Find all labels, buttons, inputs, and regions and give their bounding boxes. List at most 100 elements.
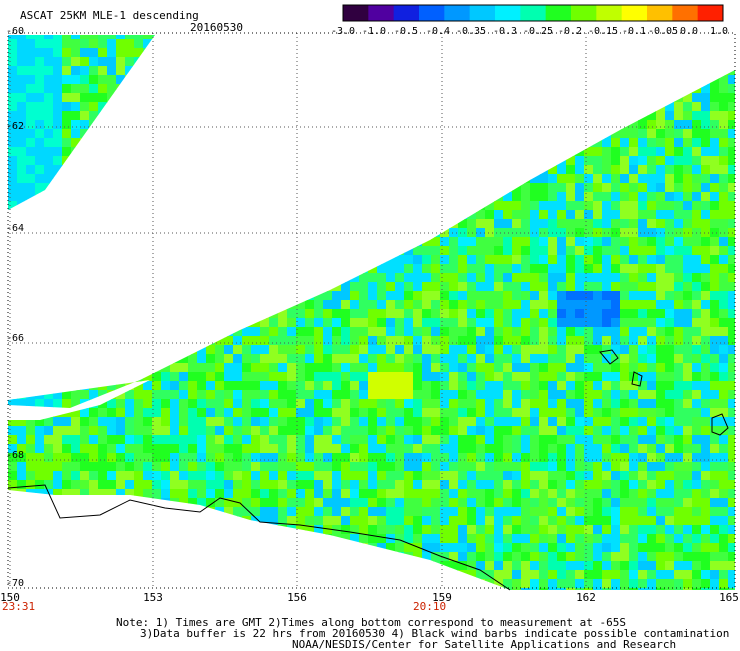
- wind-cell: [602, 291, 612, 301]
- wind-cell: [314, 273, 324, 283]
- wind-cell: [161, 156, 171, 166]
- wind-cell: [494, 309, 504, 319]
- wind-cell: [170, 66, 180, 76]
- wind-cell: [467, 345, 477, 355]
- wind-cell: [422, 561, 432, 571]
- wind-cell: [125, 345, 135, 355]
- wind-cell: [620, 264, 630, 274]
- wind-cell: [341, 66, 351, 76]
- wind-cell: [278, 138, 288, 148]
- wind-cell: [593, 210, 603, 220]
- wind-cell: [179, 516, 189, 526]
- wind-cell: [332, 147, 342, 157]
- wind-cell: [215, 156, 225, 166]
- wind-cell: [530, 462, 540, 472]
- wind-cell: [26, 102, 36, 112]
- wind-cell: [323, 570, 333, 580]
- wind-cell: [296, 390, 306, 400]
- wind-cell: [125, 210, 135, 220]
- wind-cell: [584, 408, 594, 418]
- wind-cell: [17, 318, 27, 328]
- wind-cell: [701, 273, 711, 283]
- wind-cell: [683, 201, 693, 211]
- wind-cell: [593, 120, 603, 130]
- wind-cell: [404, 66, 414, 76]
- wind-cell: [548, 138, 558, 148]
- wind-cell: [656, 444, 666, 454]
- wind-cell: [26, 579, 36, 589]
- wind-cell: [404, 75, 414, 85]
- wind-cell: [593, 570, 603, 580]
- wind-cell: [701, 120, 711, 130]
- wind-cell: [674, 111, 684, 121]
- wind-cell: [62, 462, 72, 472]
- wind-cell: [512, 84, 522, 94]
- wind-cell: [638, 534, 648, 544]
- wind-cell: [134, 570, 144, 580]
- wind-cell: [197, 309, 207, 319]
- wind-cell: [8, 237, 18, 247]
- wind-cell: [674, 516, 684, 526]
- wind-cell: [188, 273, 198, 283]
- wind-cell: [629, 156, 639, 166]
- wind-cell: [485, 381, 495, 391]
- wind-cell: [431, 336, 441, 346]
- wind-cell: [449, 435, 459, 445]
- wind-cell: [53, 35, 63, 40]
- wind-cell: [575, 516, 585, 526]
- wind-cell: [377, 417, 387, 427]
- wind-cell: [656, 525, 666, 535]
- wind-cell: [62, 192, 72, 202]
- wind-cell: [575, 534, 585, 544]
- wind-cell: [494, 399, 504, 409]
- wind-cell: [530, 453, 540, 463]
- wind-cell: [422, 75, 432, 85]
- wind-cell: [566, 498, 576, 508]
- wind-cell: [566, 300, 576, 310]
- wind-cell: [431, 300, 441, 310]
- wind-cell: [53, 66, 63, 76]
- wind-cell: [593, 381, 603, 391]
- wind-cell: [710, 147, 720, 157]
- wind-cell: [314, 48, 324, 58]
- wind-cell: [431, 309, 441, 319]
- wind-cell: [674, 138, 684, 148]
- wind-cell: [341, 435, 351, 445]
- wind-cell: [206, 381, 216, 391]
- wind-cell: [170, 453, 180, 463]
- wind-cell: [530, 570, 540, 580]
- wind-cell: [260, 363, 270, 373]
- wind-cell: [269, 444, 279, 454]
- wind-cell: [467, 165, 477, 175]
- wind-cell: [278, 210, 288, 220]
- wind-cell: [701, 471, 711, 481]
- wind-cell: [476, 66, 486, 76]
- wind-cell: [485, 507, 495, 517]
- wind-cell: [26, 327, 36, 337]
- wind-cell: [170, 318, 180, 328]
- wind-cell: [17, 264, 27, 274]
- wind-cell: [467, 471, 477, 481]
- wind-cell: [503, 435, 513, 445]
- wind-cell: [80, 471, 90, 481]
- wind-cell: [467, 363, 477, 373]
- wind-cell: [701, 255, 711, 265]
- wind-cell: [98, 228, 108, 238]
- wind-cell: [242, 48, 252, 58]
- wind-cell: [566, 138, 576, 148]
- wind-cell: [629, 462, 639, 472]
- wind-cell: [503, 336, 513, 346]
- wind-cell: [260, 561, 270, 571]
- wind-cell: [305, 435, 315, 445]
- wind-cell: [575, 291, 585, 301]
- wind-cell: [629, 147, 639, 157]
- wind-cell: [332, 84, 342, 94]
- wind-cell: [593, 462, 603, 472]
- wind-cell: [179, 561, 189, 571]
- wind-cell: [458, 327, 468, 337]
- wind-cell: [17, 174, 27, 184]
- wind-cell: [701, 75, 711, 85]
- wind-cell: [413, 111, 423, 121]
- wind-cell: [17, 444, 27, 454]
- wind-cell: [224, 372, 234, 382]
